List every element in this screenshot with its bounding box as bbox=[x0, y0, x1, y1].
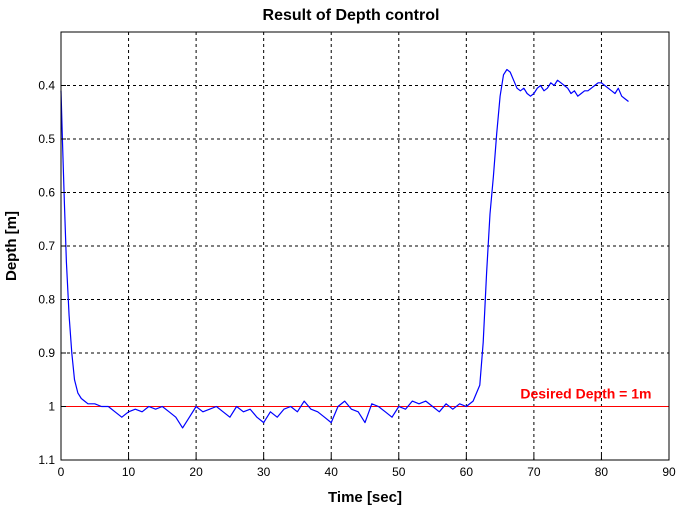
x-tick-label: 80 bbox=[595, 465, 609, 479]
y-tick-label: 0.9 bbox=[38, 346, 55, 360]
depth-series-line bbox=[60, 68, 629, 429]
y-tick-label: 0.4 bbox=[38, 79, 55, 93]
y-tick-label: 0.7 bbox=[38, 239, 55, 253]
x-axis-label: Time [sec] bbox=[328, 489, 402, 506]
series-layer bbox=[60, 68, 629, 429]
grid-lines bbox=[61, 32, 669, 460]
x-tick-label: 50 bbox=[392, 465, 406, 479]
x-tick-label: 0 bbox=[58, 465, 65, 479]
y-tick-label: 0.5 bbox=[38, 132, 55, 146]
x-tick-label: 10 bbox=[122, 465, 136, 479]
y-tick-label: 1.1 bbox=[38, 453, 55, 467]
y-axis-label: Depth [m] bbox=[3, 211, 20, 281]
x-tick-label: 30 bbox=[257, 465, 271, 479]
x-tick-label: 70 bbox=[527, 465, 541, 479]
x-tick-label: 90 bbox=[662, 465, 676, 479]
x-tick-label: 20 bbox=[189, 465, 203, 479]
chart-title: Result of Depth control bbox=[263, 7, 440, 24]
x-tick-label: 40 bbox=[325, 465, 339, 479]
y-tick-label: 1 bbox=[48, 400, 55, 414]
tick-labels: 0 10 20 30 40 50 60 70 80 90 0.4 0.5 0.6 0.7 0.8 0.9 1 1.… bbox=[38, 79, 676, 480]
x-tick-label: 60 bbox=[460, 465, 474, 479]
y-tick-label: 0.8 bbox=[38, 293, 55, 307]
y-tick-label: 0.6 bbox=[38, 186, 55, 200]
desired-depth-annotation: Desired Depth = 1m bbox=[520, 386, 651, 402]
